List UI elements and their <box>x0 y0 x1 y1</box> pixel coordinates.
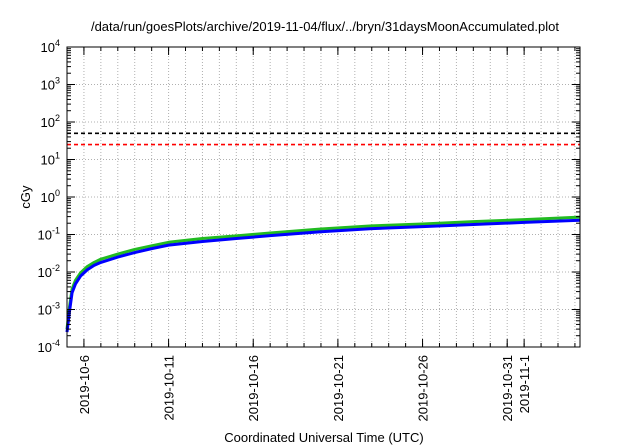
series-line <box>65 215 581 330</box>
y-tick-label: 100 <box>41 188 60 205</box>
y-tick-exponent: 4 <box>55 38 60 48</box>
y-tick-base: 10 <box>41 40 55 55</box>
y-tick-base: 10 <box>41 78 55 93</box>
y-tick-base: 10 <box>38 340 52 355</box>
y-axis-label: cGy <box>18 185 33 209</box>
plot-frame <box>66 46 581 348</box>
y-tick-base: 10 <box>41 115 55 130</box>
x-tick-label: 2019-10-21 <box>331 355 346 422</box>
y-tick-exponent: -3 <box>52 301 60 311</box>
y-tick-label: 10-3 <box>38 301 60 318</box>
y-tick-label: 104 <box>41 38 60 55</box>
x-tick-label: 2019-11-1 <box>517 355 532 413</box>
x-tick-label: 2019-10-16 <box>246 355 261 422</box>
x-tick-label: 2019-10-26 <box>416 355 431 422</box>
reference-lines <box>67 132 580 146</box>
series-line <box>65 218 581 333</box>
y-tick-label: 10-2 <box>38 263 60 280</box>
y-tick-base: 10 <box>38 228 52 243</box>
chart-title: /data/run/goesPlots/archive/2019-11-04/f… <box>91 19 559 34</box>
x-tick-label: 2019-10-31 <box>500 355 515 422</box>
y-tick-exponent: -2 <box>52 263 60 273</box>
y-tick-exponent: 2 <box>55 113 60 123</box>
y-tick-base: 10 <box>41 190 55 205</box>
y-tick-base: 10 <box>38 265 52 280</box>
y-tick-base: 10 <box>38 303 52 318</box>
y-tick-exponent: 0 <box>55 188 60 198</box>
y-tick-label: 103 <box>41 76 60 93</box>
y-tick-label: 101 <box>41 151 60 168</box>
grid-lines <box>67 47 580 347</box>
y-tick-label: 102 <box>41 113 60 130</box>
y-tick-base: 10 <box>41 153 55 168</box>
x-tick-label: 2019-10-11 <box>162 355 177 421</box>
y-tick-label: 10-1 <box>38 226 60 243</box>
x-tick-label: 2019-10-6 <box>77 355 92 414</box>
y-tick-exponent: -4 <box>52 338 60 348</box>
x-axis-ticks: 2019-10-6 2019-10-11 2019-10-16 2019-10-21 2… <box>66 47 576 422</box>
y-tick-exponent: -1 <box>52 226 60 236</box>
y-tick-exponent: 1 <box>55 151 60 161</box>
x-axis-label: Coordinated Universal Time (UTC) <box>224 430 423 445</box>
y-tick-label: 10-4 <box>38 338 60 355</box>
y-tick-exponent: 3 <box>55 76 60 86</box>
series-lines <box>65 215 581 333</box>
